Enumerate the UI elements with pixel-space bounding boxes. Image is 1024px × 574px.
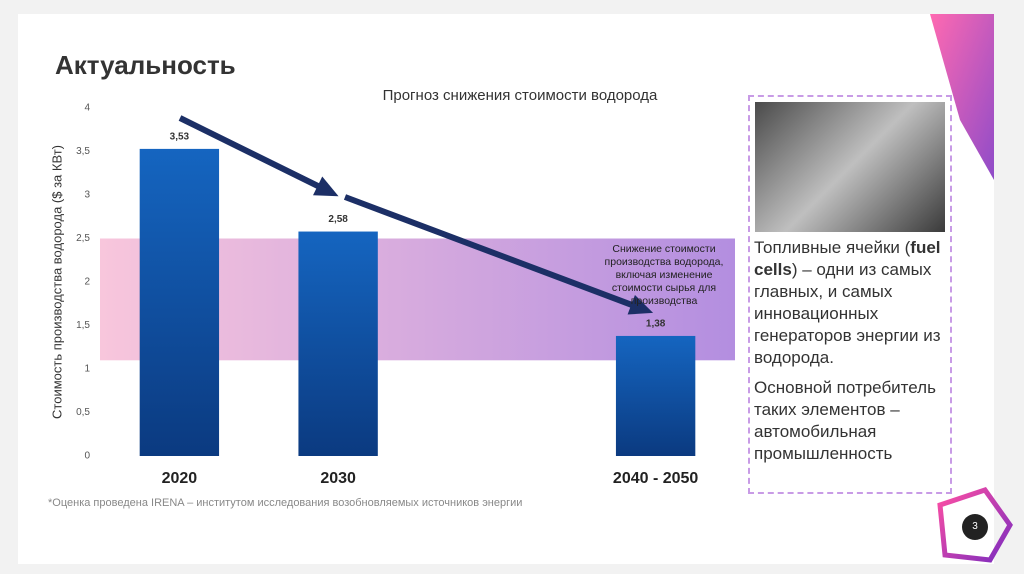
panel-paragraph: Основной потребитель таких элементов – а… bbox=[754, 378, 936, 463]
trend-arrow bbox=[343, 194, 642, 311]
text: Топливные ячейки ( bbox=[754, 238, 911, 257]
bar bbox=[139, 148, 220, 456]
x-tick-label: 2020 bbox=[162, 470, 198, 487]
x-tick-label: 2030 bbox=[320, 470, 356, 487]
y-tick-label: 0 bbox=[84, 451, 90, 462]
y-tick-label: 3,5 bbox=[76, 146, 90, 157]
y-tick-label: 1,5 bbox=[76, 320, 90, 331]
y-tick-label: 0,5 bbox=[76, 407, 90, 418]
y-tick-label: 3 bbox=[84, 190, 90, 201]
value-label: 3,53 bbox=[170, 132, 190, 143]
text: ) – одни из самых главных, и самых иннов… bbox=[754, 260, 941, 367]
chart-title: Прогноз снижения стоимости водорода bbox=[383, 87, 658, 104]
y-tick-label: 1 bbox=[84, 364, 90, 375]
y-axis-label: Стоимость производства водорода ($ за КВ… bbox=[49, 145, 64, 419]
bar bbox=[298, 231, 378, 456]
value-label: 1,38 bbox=[646, 319, 666, 330]
footnote: *Оценка проведена IRENA – институтом исс… bbox=[48, 497, 523, 509]
y-tick-label: 4 bbox=[84, 103, 90, 114]
annotation: Снижение стоимости производства водорода… bbox=[604, 243, 724, 307]
arrow-head bbox=[313, 176, 339, 197]
x-tick-label: 2040 - 2050 bbox=[613, 470, 699, 487]
bold-text: fuel cells bbox=[754, 238, 941, 279]
trend-arrow bbox=[178, 115, 328, 193]
y-tick-label: 2,5 bbox=[76, 233, 90, 244]
arrow-head bbox=[627, 294, 654, 315]
bar bbox=[615, 335, 696, 456]
y-tick-label: 2 bbox=[84, 277, 90, 288]
heading: Актуальность bbox=[55, 50, 236, 80]
value-label: 2,58 bbox=[328, 214, 348, 225]
engine-image bbox=[755, 102, 945, 232]
info-panel: Топливные ячейки (fuel cells) – одни из … bbox=[748, 95, 952, 494]
panel-paragraph: Топливные ячейки (fuel cells) – одни из … bbox=[754, 237, 946, 369]
slide-number: 3 bbox=[962, 514, 988, 540]
